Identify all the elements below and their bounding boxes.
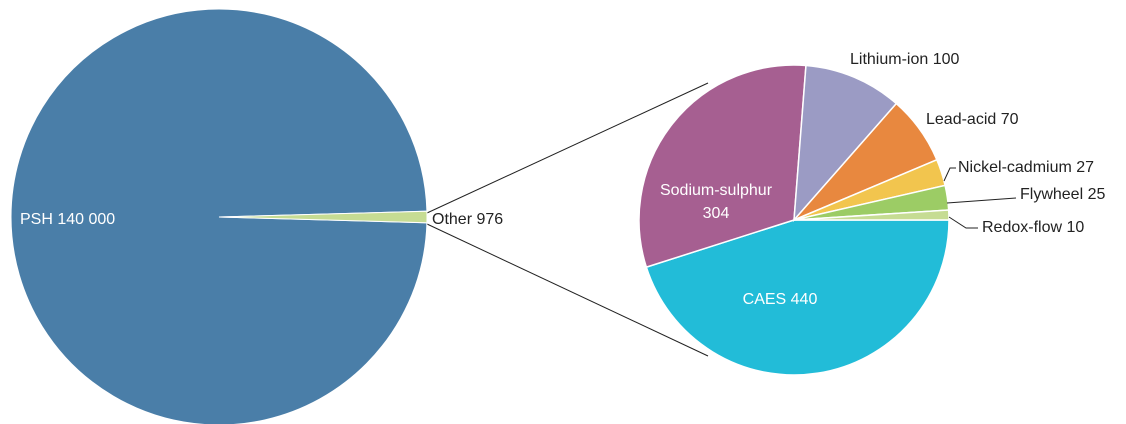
slice-other	[218, 210, 428, 224]
label-lead-acid: Lead-acid 70	[926, 111, 1019, 128]
label-sodium-sulphur-value: 304	[703, 205, 730, 222]
slice-lithium-ion	[793, 64, 898, 223]
label-lithium-ion: Lithium-ion 100	[850, 51, 960, 68]
slice-caes	[645, 219, 950, 376]
label-caes: CAES 440	[743, 291, 818, 308]
label-other: Other 976	[432, 211, 503, 228]
label-flywheel: Flywheel 25	[1020, 186, 1105, 203]
main-pie	[10, 8, 428, 424]
slice-labels: PSH 140 000 Other 976 CAES 440 Sodium-sulph…	[20, 51, 1105, 308]
leader-redox-flow	[948, 216, 978, 229]
connector-bottom	[426, 223, 709, 357]
connector-top	[426, 82, 709, 214]
slice-sodium-sulphur	[638, 64, 807, 269]
label-redox-flow: Redox-flow 10	[982, 219, 1084, 236]
slice-psh	[10, 8, 428, 424]
leader-nickel-cadmium	[943, 167, 956, 182]
connector-lines	[426, 82, 709, 357]
slice-redox-flow	[793, 209, 950, 221]
label-sodium-sulphur: Sodium-sulphur	[660, 182, 773, 199]
label-nickel-cadmium: Nickel-cadmium 27	[958, 159, 1094, 176]
label-psh: PSH 140 000	[20, 211, 115, 228]
breakdown-pie	[638, 64, 950, 376]
leader-flywheel	[946, 197, 1017, 204]
